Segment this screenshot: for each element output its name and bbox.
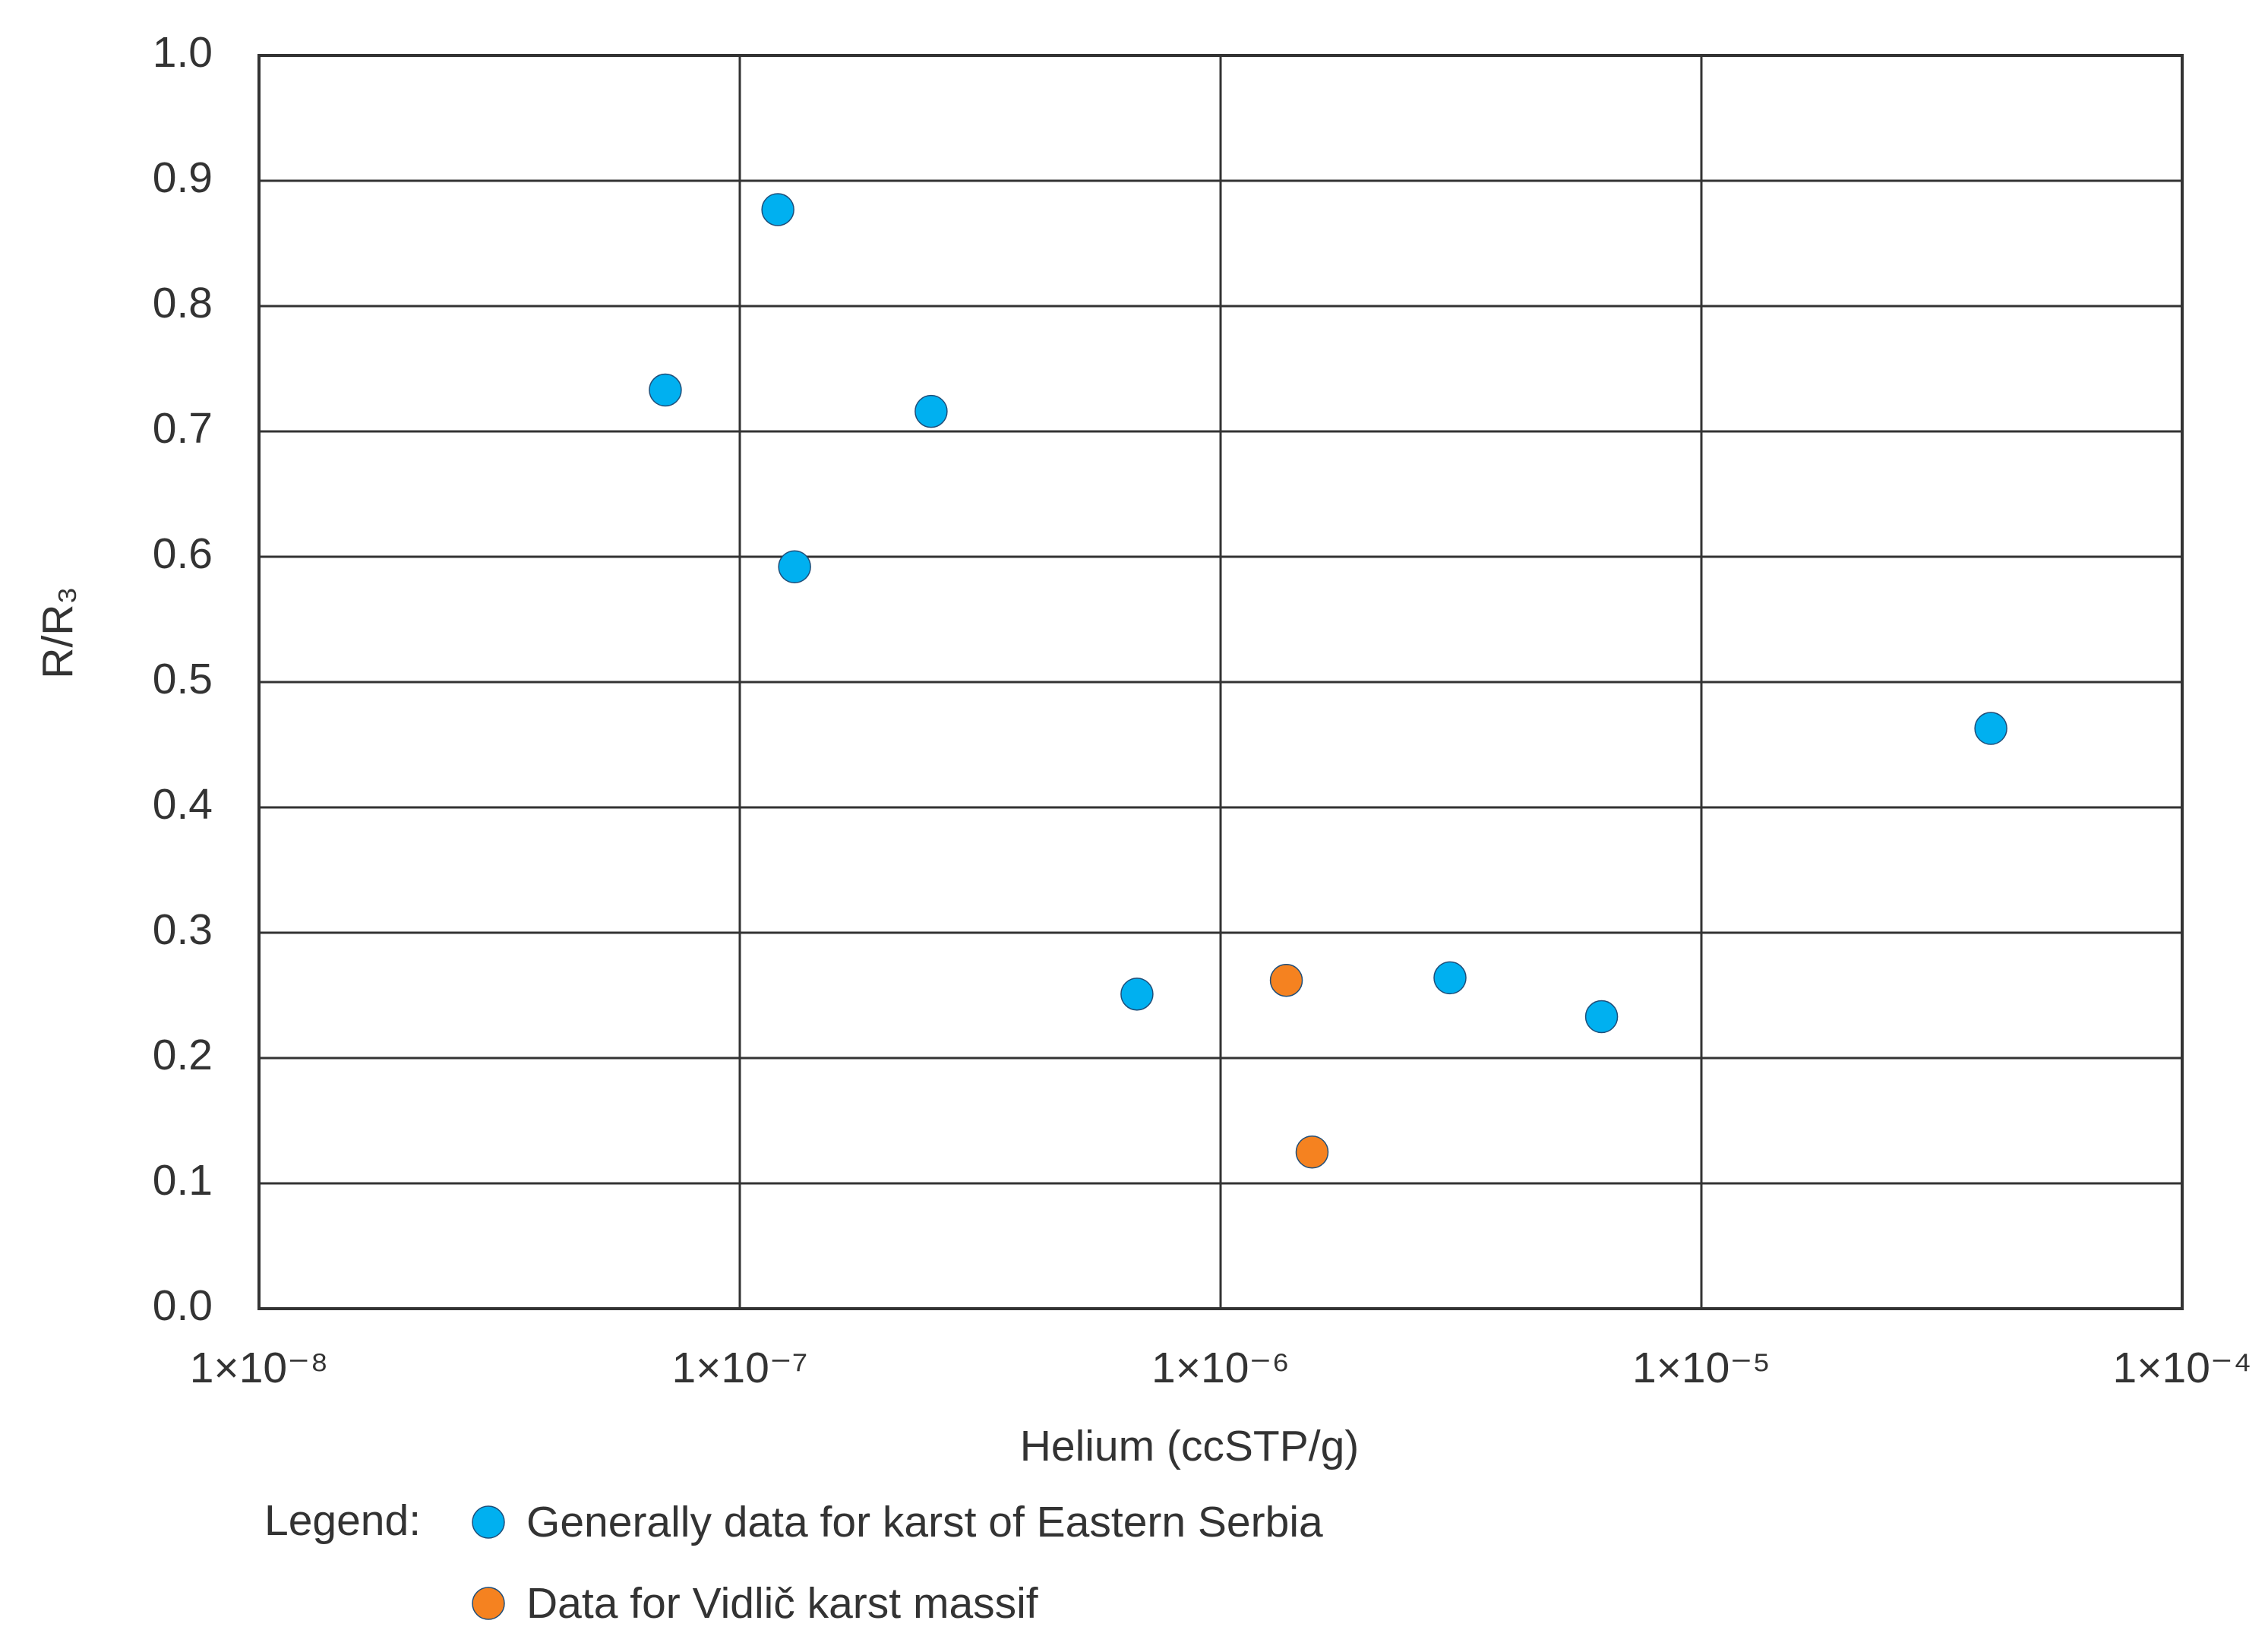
point <box>778 550 811 583</box>
x-tick-label: 1×10⁻⁵ <box>1632 1344 1770 1392</box>
x-tick-label: 1×10⁻⁴ <box>2113 1344 2252 1392</box>
y-tick-label: 1.0 <box>153 28 213 77</box>
point <box>914 394 948 428</box>
legend-title: Legend: <box>264 1496 421 1545</box>
point <box>1584 1000 1619 1034</box>
y-tick-label: 0.8 <box>153 279 213 327</box>
y-tick-label: 0.1 <box>153 1156 213 1205</box>
y-tick-label: 0.3 <box>153 905 213 954</box>
y-tick-label: 0.5 <box>153 655 213 703</box>
legend-label: Data for Vidlič karst massif <box>526 1579 1038 1628</box>
y-tick-label: 0.9 <box>153 153 213 202</box>
y-tick-label: 0.7 <box>153 404 213 453</box>
point <box>1295 1136 1329 1169</box>
y-tick-label: 0.2 <box>153 1031 213 1079</box>
x-tick-label: 1×10⁻⁸ <box>190 1344 329 1392</box>
point <box>1433 961 1467 995</box>
legend-marker <box>472 1587 505 1620</box>
y-axis-label: R/R₃ <box>33 586 82 678</box>
x-tick-label: 1×10⁻⁶ <box>1151 1344 1290 1392</box>
legend-label: Generally data for karst of Eastern Serb… <box>526 1498 1323 1546</box>
y-tick-label: 0.0 <box>153 1281 213 1330</box>
legend-marker <box>472 1505 505 1539</box>
x-axis-label: Helium (ccSTP/g) <box>1020 1422 1360 1470</box>
y-tick-label: 0.6 <box>153 529 213 578</box>
point <box>649 373 682 407</box>
point <box>1974 712 2007 745</box>
point <box>761 193 794 226</box>
x-tick-label: 1×10⁻⁷ <box>671 1344 807 1392</box>
point <box>1120 978 1154 1011</box>
point <box>1269 963 1303 997</box>
y-tick-label: 0.4 <box>153 780 213 829</box>
